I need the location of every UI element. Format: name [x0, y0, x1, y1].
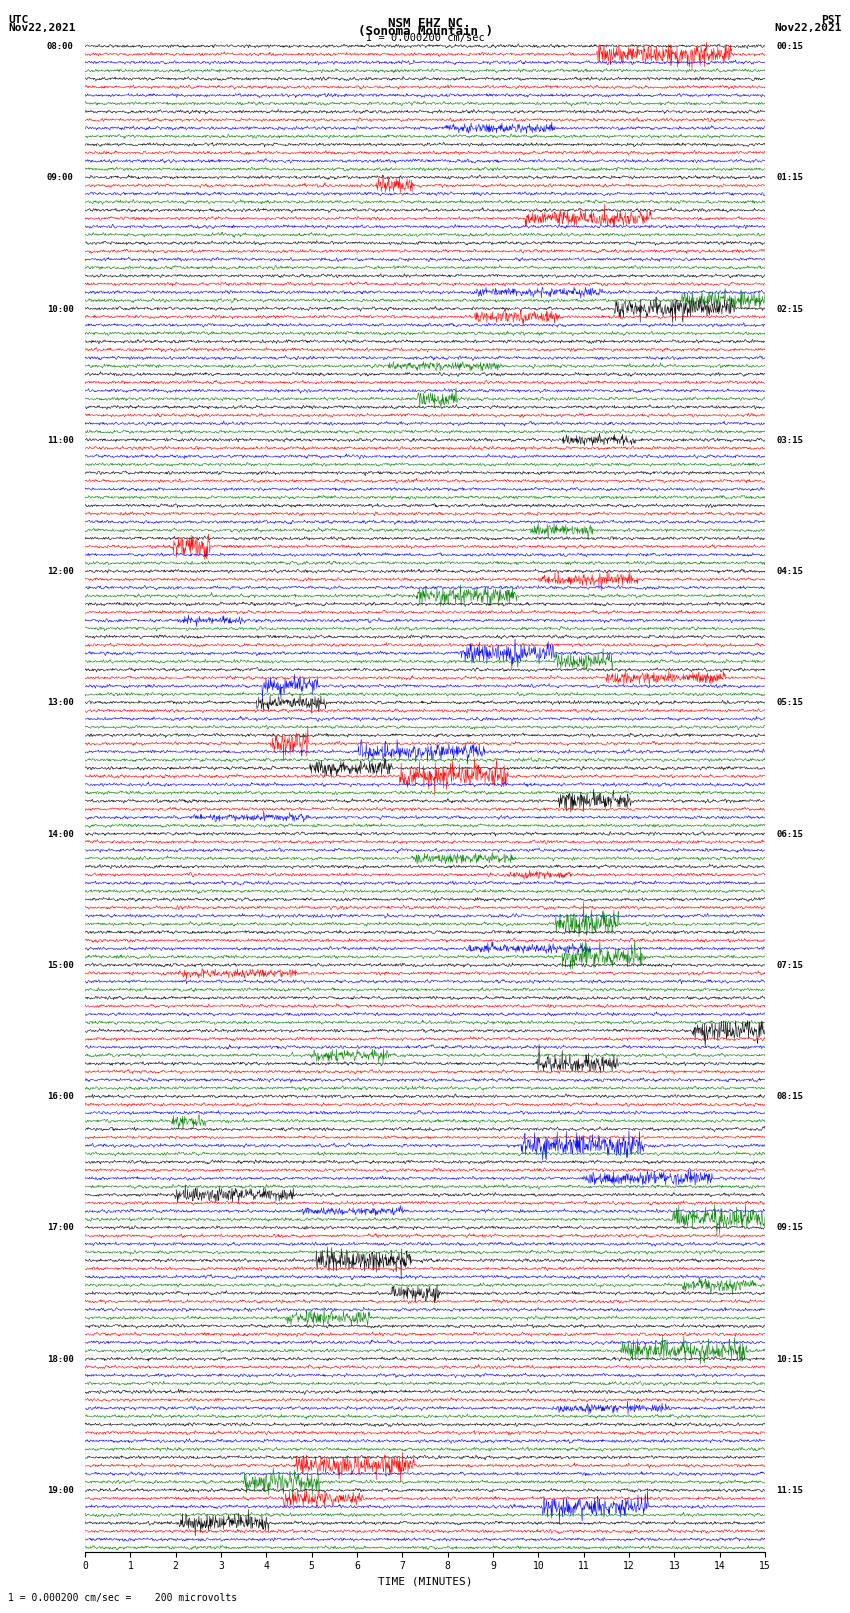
- Text: 18:00: 18:00: [47, 1355, 74, 1363]
- Text: (Sonoma Mountain ): (Sonoma Mountain ): [358, 24, 492, 39]
- Text: 06:15: 06:15: [776, 829, 803, 839]
- Text: UTC: UTC: [8, 15, 29, 24]
- Text: 15:00: 15:00: [47, 961, 74, 969]
- Text: 05:15: 05:15: [776, 698, 803, 708]
- Text: Nov22,2021: Nov22,2021: [8, 23, 76, 32]
- Text: 01:15: 01:15: [776, 173, 803, 182]
- Text: 04:15: 04:15: [776, 568, 803, 576]
- Text: I = 0.000200 cm/sec: I = 0.000200 cm/sec: [366, 32, 484, 44]
- Text: 07:15: 07:15: [776, 961, 803, 969]
- Text: 1 = 0.000200 cm/sec =    200 microvolts: 1 = 0.000200 cm/sec = 200 microvolts: [8, 1594, 238, 1603]
- Text: 09:00: 09:00: [47, 173, 74, 182]
- X-axis label: TIME (MINUTES): TIME (MINUTES): [377, 1578, 473, 1587]
- Text: 12:00: 12:00: [47, 568, 74, 576]
- Text: 11:15: 11:15: [776, 1486, 803, 1495]
- Text: 11:00: 11:00: [47, 436, 74, 445]
- Text: 03:15: 03:15: [776, 436, 803, 445]
- Text: 14:00: 14:00: [47, 829, 74, 839]
- Text: 13:00: 13:00: [47, 698, 74, 708]
- Text: 19:00: 19:00: [47, 1486, 74, 1495]
- Text: 00:15: 00:15: [776, 42, 803, 52]
- Text: 17:00: 17:00: [47, 1224, 74, 1232]
- Text: Nov22,2021: Nov22,2021: [774, 23, 842, 32]
- Text: 16:00: 16:00: [47, 1092, 74, 1102]
- Text: NSM EHZ NC: NSM EHZ NC: [388, 18, 462, 31]
- Text: 02:15: 02:15: [776, 305, 803, 313]
- Text: 08:00: 08:00: [47, 42, 74, 52]
- Text: 10:00: 10:00: [47, 305, 74, 313]
- Text: 09:15: 09:15: [776, 1224, 803, 1232]
- Text: 08:15: 08:15: [776, 1092, 803, 1102]
- Text: 10:15: 10:15: [776, 1355, 803, 1363]
- Text: PST: PST: [821, 15, 842, 24]
